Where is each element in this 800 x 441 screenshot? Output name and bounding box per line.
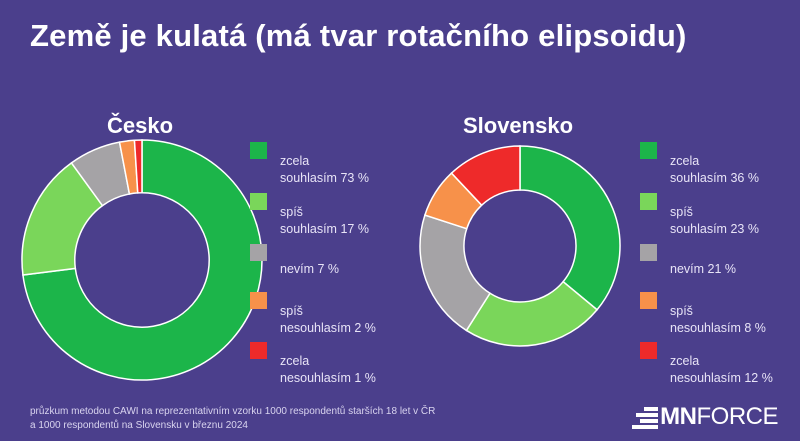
panel-title-cesko: Česko xyxy=(106,113,174,138)
legend-item: nevím 7 % xyxy=(250,238,410,278)
legend-swatch xyxy=(250,292,267,309)
legend-item: nevím 21 % xyxy=(640,238,800,278)
legend-label: zcela souhlasím 73 % xyxy=(280,154,369,185)
panel-title-slovensko: Slovensko xyxy=(462,113,574,138)
legend-label: zcela souhlasím 36 % xyxy=(670,154,759,185)
legend-item: spíš souhlasím 23 % xyxy=(640,187,800,236)
legend-label: zcela nesouhlasím 1 % xyxy=(280,354,376,385)
mnforce-logo: MNFORCE xyxy=(628,402,778,432)
legend-swatch xyxy=(250,142,267,159)
logo-wordmark: MNFORCE xyxy=(660,403,778,430)
legend-item: zcela souhlasím 36 % xyxy=(640,136,800,185)
donut-chart-slovensko xyxy=(419,145,621,347)
donut-chart-cesko xyxy=(21,139,263,381)
legend-swatch xyxy=(250,342,267,359)
legend-item: zcela souhlasím 73 % xyxy=(250,136,410,185)
legend-label: nevím 21 % xyxy=(670,262,737,276)
legend-label: spíš nesouhlasím 8 % xyxy=(670,304,766,335)
donut-slice-zcela-souhlasím xyxy=(519,145,621,311)
donut-slice-zcela-nesouhlasím xyxy=(450,145,521,207)
legend-item: zcela nesouhlasím 12 % xyxy=(640,336,800,385)
donut-slice-spíš-souhlasím xyxy=(465,280,599,347)
footnote: průzkum metodou CAWI na reprezentativním… xyxy=(30,406,436,431)
legend-item: zcela nesouhlasím 1 % xyxy=(250,336,410,385)
legend-label: nevím 7 % xyxy=(280,262,340,276)
legend-swatch xyxy=(250,244,267,261)
legend-label: spíš nesouhlasím 2 % xyxy=(280,304,376,335)
legend-item: spíš souhlasím 17 % xyxy=(250,187,410,236)
legend-swatch xyxy=(640,292,657,309)
donut-slice-zcela-nesouhlasím xyxy=(133,139,143,194)
logo-stripes-icon xyxy=(628,405,659,429)
legend-label: spíš souhlasím 17 % xyxy=(280,205,369,236)
legend-swatch xyxy=(250,193,267,210)
legend-swatch xyxy=(640,193,657,210)
legend-swatch xyxy=(640,244,657,261)
legend-item: spíš nesouhlasím 8 % xyxy=(640,286,800,335)
legend-label: spíš souhlasím 23 % xyxy=(670,205,759,236)
donut-slice-zcela-souhlasím xyxy=(22,139,263,381)
chart-title: Země je kulatá (má tvar rotačního elipso… xyxy=(30,18,687,53)
legend-item: spíš nesouhlasím 2 % xyxy=(250,286,410,335)
legend-label: zcela nesouhlasím 12 % xyxy=(670,354,773,385)
legend-swatch xyxy=(640,142,657,159)
legend-swatch xyxy=(640,342,657,359)
